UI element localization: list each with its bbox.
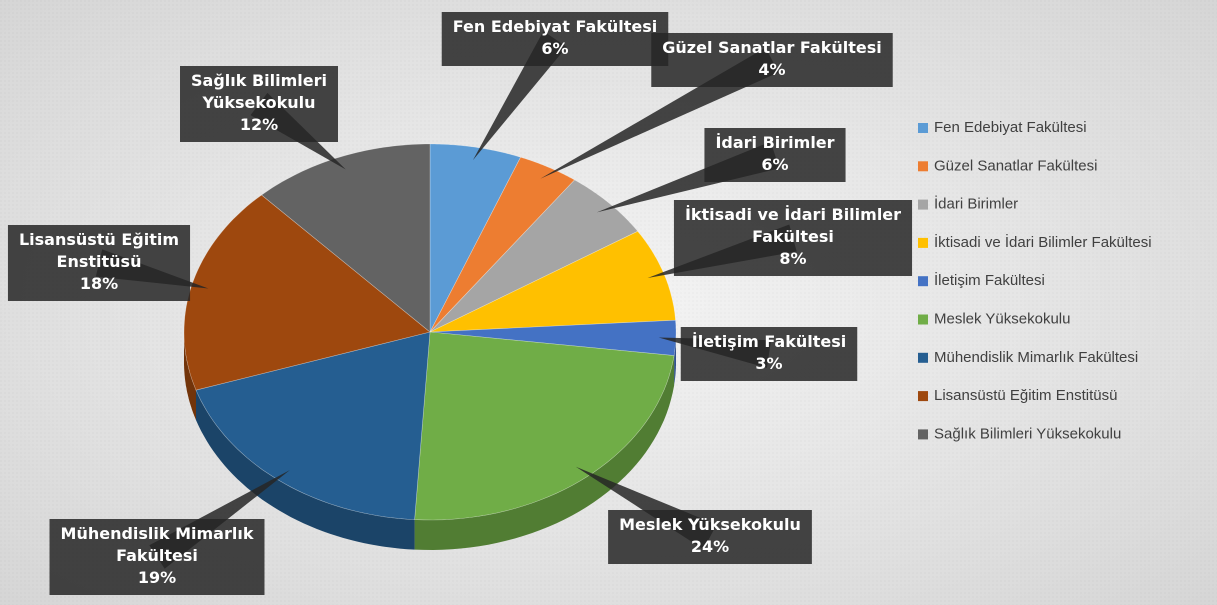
data-label: İktisadi ve İdari Bilimler Fakültesi 8% xyxy=(647,200,913,278)
legend-swatch xyxy=(918,123,928,133)
slice xyxy=(429,319,677,356)
legend-label: Mühendislik Mimarlık Fakültesi xyxy=(934,349,1138,366)
slice-side xyxy=(414,355,675,550)
slice xyxy=(429,156,576,333)
legend-label: Sağlık Bilimleri Yüksekokulu xyxy=(934,425,1121,442)
label-box xyxy=(180,66,338,142)
label-value: 6% xyxy=(541,39,568,58)
legend-label: Meslek Yüksekokulu xyxy=(934,310,1070,327)
data-label: Fen Edebiyat Fakültesi 6% xyxy=(441,12,669,161)
legend-swatch xyxy=(918,429,928,440)
label-value: 3% xyxy=(755,354,782,373)
label-box xyxy=(704,128,846,182)
label-value: 12% xyxy=(240,115,278,134)
label-box xyxy=(49,519,265,595)
label-name: İktisadi ve İdari Bilimler Fakültesi xyxy=(685,205,901,246)
label-value: 8% xyxy=(779,249,806,268)
label-value: 4% xyxy=(758,60,785,79)
slice-side xyxy=(184,332,196,421)
label-line: Fakültesi xyxy=(116,546,198,565)
label-value: 24% xyxy=(691,537,729,556)
legend-swatch xyxy=(918,391,928,402)
label-line: Güzel Sanatlar Fakültesi xyxy=(662,38,881,57)
label-line: İdari Birimler xyxy=(715,133,834,152)
slice-side xyxy=(196,390,415,550)
legend-label: Lisansüstü Eğitim Enstitüsü xyxy=(934,387,1117,404)
label-box xyxy=(673,200,913,276)
data-label: Güzel Sanatlar Fakültesi 4% xyxy=(540,33,893,179)
label-name: Fen Edebiyat Fakültesi xyxy=(453,17,658,36)
label-value: 19% xyxy=(138,568,176,587)
label-line: Meslek Yüksekokulu xyxy=(619,515,801,534)
label-name: Mühendislik Mimarlık Fakültesi xyxy=(61,524,254,565)
label-line: İletişim Fakültesi xyxy=(692,332,846,351)
label-line: Fen Edebiyat Fakültesi xyxy=(453,17,658,36)
data-label: Lisansüstü Eğitim Enstitüsü 18% xyxy=(7,225,209,301)
data-label: Sağlık Bilimleri Yüksekokulu 12% xyxy=(180,66,346,170)
legend-swatch xyxy=(918,237,928,248)
legend-label: İletişim Fakültesi xyxy=(934,271,1045,289)
slice-side xyxy=(674,332,676,386)
data-label: Meslek Yüksekokulu 24% xyxy=(575,466,812,564)
label-value: 6% xyxy=(761,155,788,174)
label-line: Yüksekokulu xyxy=(202,93,316,112)
slice xyxy=(414,331,675,521)
label-name: Güzel Sanatlar Fakültesi xyxy=(662,38,881,57)
label-value: 18% xyxy=(80,274,118,293)
label-box xyxy=(651,33,893,87)
label-line: Lisansüstü Eğitim xyxy=(19,230,179,249)
label-box xyxy=(7,225,191,301)
data-label: İletişim Fakültesi 3% xyxy=(658,327,858,381)
label-line: Mühendislik Mimarlık xyxy=(61,524,254,543)
data-label: Mühendislik Mimarlık Fakültesi 19% xyxy=(49,470,290,595)
legend-swatch xyxy=(918,161,928,172)
label-box xyxy=(441,12,669,66)
slice xyxy=(195,331,431,520)
legend-label: Güzel Sanatlar Fakültesi xyxy=(934,157,1097,174)
label-name: Lisansüstü Eğitim Enstitüsü xyxy=(19,230,179,271)
label-line: İktisadi ve İdari Bilimler xyxy=(685,205,901,224)
legend-label: Fen Edebiyat Fakültesi xyxy=(934,119,1087,136)
legend-swatch xyxy=(918,314,928,325)
slice xyxy=(429,179,639,333)
data-label: İdari Birimler 6% xyxy=(596,128,846,213)
label-name: İdari Birimler xyxy=(715,133,834,152)
slice xyxy=(261,143,431,333)
label-line: Sağlık Bilimleri xyxy=(191,71,327,90)
label-box xyxy=(608,510,812,564)
legend-label: İktisadi ve İdari Bilimler Fakültesi xyxy=(934,233,1152,251)
label-box xyxy=(680,327,858,381)
legend-swatch xyxy=(918,352,928,363)
legend-swatch xyxy=(918,276,928,287)
label-name: Meslek Yüksekokulu xyxy=(619,515,801,534)
label-line: Fakültesi xyxy=(752,227,834,246)
legend-swatch xyxy=(918,199,928,210)
label-name: İletişim Fakültesi xyxy=(692,332,846,351)
legend-label: İdari Birimler xyxy=(934,195,1018,213)
slice xyxy=(429,143,522,333)
label-name: Sağlık Bilimleri Yüksekokulu xyxy=(191,71,327,112)
label-line: Enstitüsü xyxy=(57,252,142,271)
